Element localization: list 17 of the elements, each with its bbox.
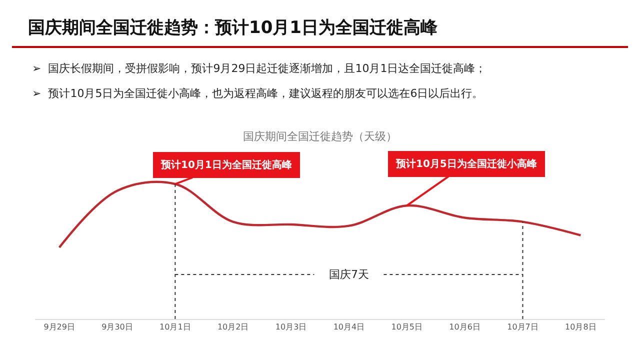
- text: ➢ 预计10月5日为全国迁徙小高峰，也为返程高峰，建议返程的朋友可以选在6日以后出行。: [32, 87, 484, 100]
- annotation: 预计10月1日为全国迁徙高峰: [160, 159, 293, 171]
- x-tick-label: 10月6日: [449, 322, 480, 332]
- x-tick-label: 9月29日: [44, 322, 75, 332]
- annotation: 预计10月5日为全国迁徙小高峰: [395, 158, 538, 170]
- x-tick-label: 9月30日: [102, 322, 133, 332]
- x-tick-label: 10月3日: [275, 322, 307, 332]
- x-tick-label: 10月2日: [217, 322, 249, 332]
- x-tick-label: 10月1日: [160, 322, 191, 332]
- chart-subtitle: 国庆期间全国迁徙趋势（天级）: [243, 130, 397, 143]
- x-tick-label: 10月5日: [391, 322, 423, 332]
- chart-title: 国庆期间全国迁徙趋势：预计10月1日为全国迁徙高峰: [28, 18, 438, 38]
- annotation: 国庆7天: [329, 268, 369, 281]
- text: ➢ 国庆长假期间，受拼假影响，预计9月29日起迁徙逐渐增加，且10月1日达全国迁徙高峰；: [32, 62, 486, 75]
- x-tick-label: 10月8日: [565, 322, 596, 332]
- x-tick-label: 10月4日: [333, 322, 365, 332]
- x-tick-label: 10月7日: [507, 322, 538, 332]
